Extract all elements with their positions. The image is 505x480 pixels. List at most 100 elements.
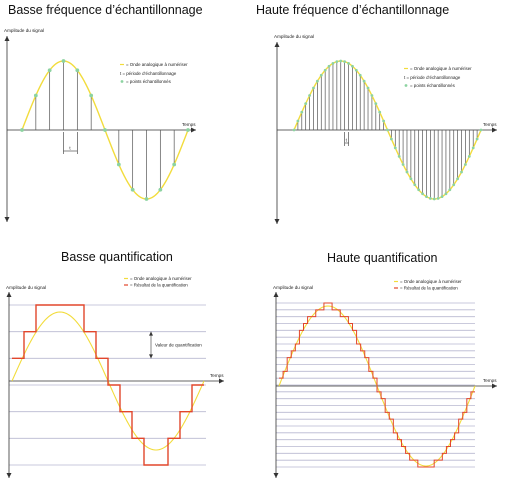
panel-1-sample-point: [421, 192, 424, 196]
panel-1-sample-point: [389, 137, 393, 141]
panel-0-sample-point: [172, 162, 177, 167]
panel-1-sample-point: [464, 163, 467, 166]
panel-1-sample-point: [308, 94, 311, 97]
panel-1-sample-point: [444, 192, 448, 196]
panel-1-sample-point: [315, 79, 319, 83]
panel-2-quantized-staircase: [12, 304, 204, 466]
panel-1-sample-point: [409, 177, 413, 181]
panel-0-legend-sample-swatch: [120, 80, 124, 83]
panel-1-sample-point: [401, 163, 405, 166]
panel-0-x-arrow: [191, 127, 196, 133]
panel-2-quant-value-arrowhead: [149, 354, 153, 359]
panel-1-x-arrow: [492, 127, 497, 133]
panel-1-sample-point: [296, 119, 300, 123]
panel-title-low-quantization: Basse quantification: [61, 250, 173, 264]
panel-1-sample-point: [347, 61, 350, 65]
panel-1-sample-point: [428, 197, 432, 200]
panel-1-sample-point: [405, 170, 409, 174]
panel-1-sample-point: [319, 73, 323, 77]
panel-1-sample-point: [358, 73, 362, 77]
panel-0-sample-point: [75, 68, 80, 73]
panel-1-y-arrow-down: [274, 219, 280, 224]
panel-2-ylabel: Amplitude du signal: [6, 285, 46, 290]
panel-1-sample-point: [354, 68, 358, 72]
panel-1-legend-samples: = points échantillonnés: [410, 83, 456, 88]
panel-3-x-arrow: [492, 383, 497, 389]
panel-1-sample-point: [440, 195, 444, 199]
panel-1-y-arrow-up: [274, 42, 280, 47]
panel-1-sample-point: [417, 188, 421, 192]
panel-0-sample-point: [144, 197, 149, 201]
panel-1-sample-point: [436, 197, 440, 200]
panel-1-sample-point: [397, 155, 401, 158]
panel-1-legend-wave: = Onde analogique à numériser: [410, 66, 472, 71]
panel-title-high-sampling: Haute fréquence d’échantillonnage: [256, 3, 450, 17]
panel-1-sample-point: [300, 110, 304, 114]
panel-1-sample-point: [362, 79, 366, 83]
panel-1-legend-sample-swatch: [404, 84, 408, 87]
panel-title-high-quantization: Haute quantification: [327, 251, 438, 265]
panel-1-sample-point: [335, 60, 339, 63]
panel-1-ylabel: Amplitude du signal: [274, 34, 314, 39]
panel-0-y-arrow-down: [4, 217, 10, 222]
panel-1-sample-point: [374, 102, 378, 105]
panel-0-sample-point: [130, 187, 135, 192]
panel-1-legend-period: t = période d’échantillonnage: [404, 75, 461, 80]
panel-1-sample-point: [323, 68, 327, 72]
panel-0-sample-point: [103, 128, 107, 132]
panel-1-sample-point: [452, 183, 456, 187]
panel-1-sample-point: [460, 170, 463, 174]
panel-0-y-arrow-up: [4, 36, 10, 41]
panel-1-sample-point: [448, 188, 452, 192]
panel-0-legend-period: t = période d’échantillonnage: [120, 71, 177, 76]
panel-0-sample-point: [47, 68, 52, 73]
panel-0-sample-point: [158, 187, 163, 192]
panel-3-y-arrow-up: [273, 292, 279, 297]
panel-1-sample-point: [312, 86, 315, 90]
panel-1-xlabel: Temps: [483, 122, 497, 127]
panel-1-sample-point: [351, 64, 354, 68]
panel-1-sample-point: [327, 64, 331, 68]
panel-1-sample-point: [479, 128, 483, 132]
panel-3-legend-quant: = Résultat de la quantification: [400, 286, 458, 291]
panel-1-sample-point: [413, 183, 417, 187]
panel-0-ylabel: Amplitude du signal: [4, 28, 44, 33]
panel-1-sample-point: [382, 119, 386, 123]
panel-3-quantized-staircase: [279, 302, 475, 468]
panel-0-sample-point: [61, 59, 66, 63]
panel-2-y-arrow-down: [6, 473, 12, 478]
panel-0-sample-point: [20, 128, 24, 132]
panel-2-legend-quant: = Résultat de la quantification: [130, 283, 188, 288]
panel-1-sample-point: [304, 102, 308, 105]
panel-0-sample-point: [186, 128, 190, 132]
panel-3-legend-wave: = Onde analogique à numériser: [400, 279, 462, 284]
panel-0-legend-wave: = Onde analogique à numériser: [126, 62, 188, 67]
panel-0-xlabel: Temps: [182, 122, 196, 127]
panel-1-sample-point: [370, 94, 374, 97]
panel-1-sample-point: [386, 128, 389, 132]
panel-1-sample-point: [378, 110, 382, 114]
panel-3-y-arrow-down: [273, 473, 279, 478]
panel-1-sample-point: [432, 197, 436, 201]
panel-2-quant-value-arrowhead: [149, 331, 153, 336]
panel-1-sample-point: [425, 195, 428, 199]
panel-1-sample-point: [393, 146, 397, 150]
panel-1-sample-point: [339, 59, 343, 63]
panel-2-y-arrow-up: [6, 292, 12, 297]
panel-1-sample-point: [292, 128, 296, 132]
panel-1-sample-point: [331, 61, 335, 65]
panel-1-sample-point: [456, 177, 460, 181]
panel-title-low-sampling: Basse fréquence d’échantillonnage: [8, 3, 203, 17]
panel-1-sample-point: [471, 146, 475, 150]
panel-1-sample-point: [475, 137, 479, 141]
panel-1-period-label: t: [346, 138, 348, 143]
panel-0-period-label: t: [69, 146, 71, 151]
panel-2-quant-value-label: Valeur de quantification: [155, 343, 202, 348]
panel-0-sample-point: [116, 162, 121, 167]
panel-1-sample-point: [343, 60, 347, 63]
panel-0-legend-samples: = points échantillonnés: [126, 79, 172, 84]
panel-1-sample-point: [467, 155, 471, 158]
panel-2-legend-wave: = Onde analogique à numériser: [130, 276, 192, 281]
panel-0-sample-point: [89, 93, 94, 98]
